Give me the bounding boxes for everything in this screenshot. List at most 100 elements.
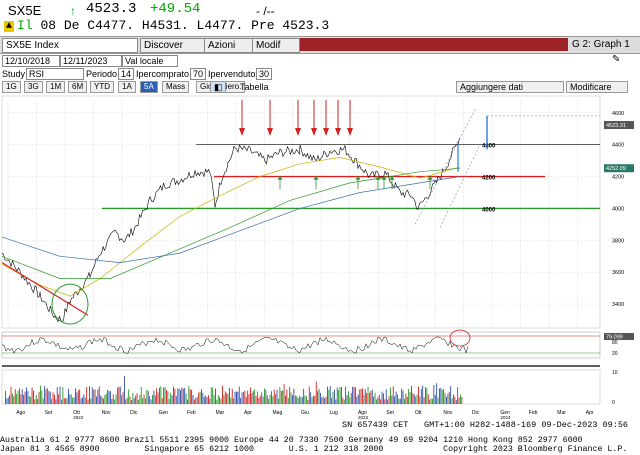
level-label-4400: 4400	[482, 144, 496, 150]
volume-bar	[377, 397, 379, 404]
volume-bar	[450, 386, 452, 404]
tabella-link[interactable]: Tabella	[240, 82, 269, 92]
flag-icon: ▲	[4, 21, 15, 32]
volume-bar	[13, 396, 15, 404]
volume-bar	[79, 389, 81, 404]
volume-bar	[314, 395, 316, 404]
volume-bar	[105, 393, 107, 404]
range-button-1m[interactable]: 1M	[46, 81, 66, 93]
volume-bar	[238, 386, 240, 404]
volume-bar	[205, 395, 207, 404]
volume-bar	[111, 399, 113, 404]
volume-bar	[443, 389, 445, 404]
pencil-icon[interactable]: ✎	[612, 54, 621, 65]
ticker-symbol: SX5E	[8, 3, 42, 18]
volume-bar	[296, 395, 298, 404]
range-button-mass[interactable]: Mass	[162, 81, 190, 93]
range-button-5a[interactable]: 5A	[140, 81, 158, 93]
modify-menu-button[interactable]: Modif	[252, 38, 300, 53]
volume-bar	[82, 397, 83, 404]
volume-bar	[173, 386, 174, 404]
range-button-1g[interactable]: 1G	[2, 81, 21, 93]
volume-bar	[191, 389, 193, 404]
period-input[interactable]: 14	[118, 68, 134, 80]
month-label: Lug	[329, 410, 338, 416]
volume-bar	[98, 386, 100, 404]
volume-bar	[128, 389, 130, 404]
volume-bar	[6, 398, 8, 404]
rsi-tick-label: 20	[612, 351, 618, 357]
volume-bar	[7, 397, 9, 404]
volume-bar	[21, 389, 23, 404]
volume-bar	[182, 388, 184, 404]
volume-bar	[440, 387, 442, 404]
volume-bar	[342, 397, 344, 404]
volume-bar	[65, 398, 67, 404]
volume-bar	[114, 399, 116, 404]
level-label-4000: 4000	[482, 207, 496, 213]
volume-bar	[115, 394, 117, 404]
volume-bar	[425, 387, 426, 404]
volume-bar	[362, 388, 363, 404]
channel-lower	[439, 144, 481, 228]
oversold-input[interactable]: 30	[256, 68, 272, 80]
volume-bar	[303, 388, 305, 404]
start-date-input[interactable]: 12/10/2018	[2, 55, 60, 67]
range-button-1a[interactable]: 1A	[118, 81, 136, 93]
volume-bar	[427, 394, 429, 404]
volume-bar	[59, 386, 61, 404]
volume-bar	[23, 394, 25, 404]
range-row: 1G3G1M6MYTD1A5AMassGiornaliero. ◧ Tabell…	[0, 80, 640, 93]
volume-bar	[34, 399, 36, 404]
volume-bar	[282, 390, 284, 404]
up-arrow-head	[389, 175, 395, 180]
volume-bar	[458, 397, 460, 404]
volume-bar	[90, 398, 92, 404]
volume-bar	[422, 385, 424, 404]
volume-bar	[119, 386, 121, 404]
volume-bar	[331, 398, 333, 404]
chart-type-icon[interactable]: ◧	[210, 81, 226, 93]
security-input[interactable]: SX5E Index	[2, 38, 138, 53]
overbought-input[interactable]: 70	[190, 68, 206, 80]
volume-bar	[91, 387, 93, 404]
end-date-input[interactable]: 12/11/2023	[60, 55, 122, 67]
volume-bar	[318, 388, 320, 404]
volume-bar	[380, 399, 382, 404]
volume-bar	[157, 392, 159, 404]
volume-bar	[222, 385, 223, 404]
volume-bar	[373, 396, 375, 404]
currency-select[interactable]: Val locale	[122, 55, 178, 67]
volume-bar	[455, 399, 457, 404]
down-arrow-head	[267, 128, 273, 136]
volume-bar	[75, 388, 76, 404]
add-data-button[interactable]: Aggiungere dati	[456, 81, 564, 93]
volume-bar	[69, 394, 71, 404]
volume-bar	[177, 388, 179, 404]
range-button-3g[interactable]: 3G	[24, 81, 43, 93]
range-button-6m[interactable]: 6M	[68, 81, 88, 93]
down-arrow-head	[295, 128, 301, 136]
modify-button[interactable]: Modificare	[566, 81, 628, 93]
volume-bar	[164, 386, 166, 404]
month-label: Feb	[529, 410, 538, 416]
volume-bar	[255, 395, 257, 404]
volume-bar	[395, 391, 397, 404]
discover-button[interactable]: Discover	[140, 38, 208, 53]
volume-bar	[202, 392, 204, 404]
down-arrow-head	[311, 128, 317, 136]
price-chart[interactable]: 3400 3600 3800 4000 4200 4400 4600 4400 4200 400…	[0, 92, 640, 422]
range-button-ytd[interactable]: YTD	[90, 81, 114, 93]
last-price-label: 4523.31	[606, 123, 626, 129]
study-select[interactable]: RSI	[26, 68, 84, 80]
volume-bar	[16, 393, 18, 404]
command-bar[interactable]	[300, 38, 568, 51]
volume-panel: 10 0	[1, 365, 618, 406]
volume-bar	[451, 398, 453, 404]
high-value: H4531.	[141, 18, 189, 33]
down-arrow-head	[347, 128, 353, 136]
actions-button[interactable]: Azioni	[204, 38, 256, 53]
ticker-bar: SX5E ↑ 4523.3 +49.54 - /-- ▲ Il 08 De C44…	[0, 0, 640, 34]
y-tick-label: 3600	[612, 270, 624, 276]
rsi-value-label: 79.099	[606, 335, 623, 341]
